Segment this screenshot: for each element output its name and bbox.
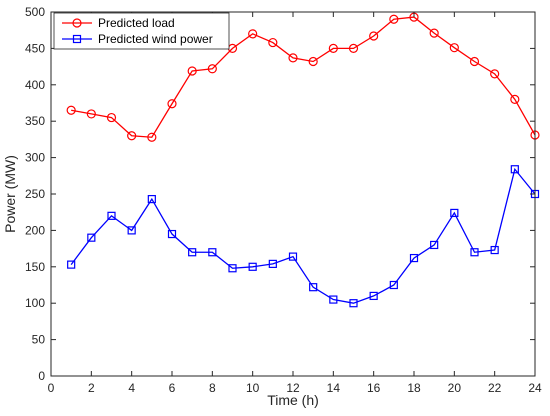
x-tick-label: 2 — [88, 381, 95, 395]
x-tick-label: 8 — [209, 381, 216, 395]
data-point — [490, 69, 500, 79]
x-tick-label: 16 — [367, 381, 381, 395]
data-point — [328, 43, 338, 54]
data-point — [106, 112, 117, 123]
data-point — [469, 56, 480, 67]
data-point — [510, 94, 520, 104]
data-point — [450, 208, 459, 218]
legend-label: Predicted wind power — [98, 32, 213, 46]
data-point — [147, 132, 157, 142]
data-point — [167, 229, 177, 239]
data-point — [248, 262, 257, 271]
data-point — [187, 66, 197, 76]
data-point — [369, 291, 378, 301]
x-tick-label: 22 — [488, 381, 502, 395]
data-point — [309, 283, 318, 292]
y-axis-label: Power (MW) — [2, 155, 18, 233]
data-point — [127, 226, 136, 235]
x-tick-label: 4 — [128, 381, 135, 395]
data-point — [107, 211, 116, 220]
data-point — [449, 43, 459, 53]
y-tick-label: 200 — [25, 223, 45, 237]
x-tick-label: 12 — [286, 381, 300, 395]
y-tick-label: 100 — [25, 296, 45, 310]
y-tick-label: 50 — [32, 333, 46, 347]
data-point — [369, 31, 379, 41]
x-tick-label: 0 — [48, 381, 55, 395]
data-point — [86, 109, 96, 119]
y-tick-label: 450 — [25, 41, 45, 55]
x-tick-label: 24 — [528, 381, 542, 395]
data-point — [67, 260, 76, 269]
legend: Predicted load Predicted wind power — [53, 12, 230, 50]
data-point — [430, 240, 439, 250]
data-point — [470, 248, 479, 257]
y-tick-label: 400 — [25, 78, 45, 92]
legend-marker — [72, 34, 82, 44]
x-tick-label: 20 — [448, 381, 462, 395]
data-point — [348, 43, 359, 54]
data-point — [389, 280, 398, 290]
data-point — [288, 53, 298, 63]
data-point — [167, 99, 177, 109]
y-tick-label: 500 — [25, 5, 45, 19]
legend-item: Predicted wind power — [62, 32, 213, 46]
data-point — [429, 28, 439, 38]
data-point — [127, 131, 137, 141]
data-point — [147, 194, 156, 204]
data-point — [409, 253, 419, 263]
data-point — [288, 252, 298, 261]
data-point — [268, 37, 278, 48]
plot-area — [50, 11, 536, 377]
y-tick-label: 250 — [25, 187, 45, 201]
data-point — [510, 165, 519, 174]
data-point — [248, 29, 258, 39]
x-axis-label: Time (h) — [267, 392, 319, 408]
legend-item: Predicted load — [62, 16, 175, 30]
y-tick-label: 150 — [25, 260, 45, 274]
y-tick-label: 300 — [25, 151, 45, 165]
data-point — [389, 14, 399, 24]
data-point — [208, 248, 217, 257]
data-point — [87, 233, 96, 242]
x-tick-label: 6 — [169, 381, 176, 395]
data-point — [268, 259, 277, 268]
data-point — [308, 56, 318, 67]
data-point — [329, 295, 338, 304]
legend-label: Predicted load — [98, 16, 175, 30]
y-tick-label: 0 — [38, 369, 45, 383]
x-tick-label: 10 — [246, 381, 260, 395]
data-point — [349, 299, 358, 308]
series-line — [70, 167, 536, 304]
data-point — [490, 245, 499, 255]
legend-marker — [72, 18, 82, 28]
data-point — [207, 64, 217, 74]
legend-box — [53, 12, 230, 50]
data-point — [66, 105, 76, 115]
data-point — [228, 264, 237, 273]
x-tick-label: 18 — [407, 381, 421, 395]
series-predicted-wind-power — [67, 165, 540, 308]
y-tick-label: 350 — [25, 114, 45, 128]
x-tick-label: 14 — [327, 381, 341, 395]
data-point — [188, 248, 197, 257]
